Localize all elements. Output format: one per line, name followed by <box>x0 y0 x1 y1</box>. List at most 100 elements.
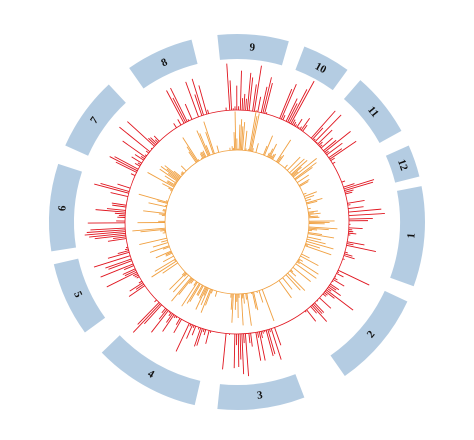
inner-track-bar-33 <box>285 274 301 291</box>
outer-track-bar-198 <box>310 110 336 139</box>
inner-track-bar-174 <box>290 160 308 175</box>
inner-track-bar-113 <box>174 182 176 185</box>
outer-track-bar-210 <box>326 142 343 156</box>
outer-track-bar-145 <box>127 121 155 147</box>
inner-track-bar-42 <box>246 293 252 326</box>
outer-track-bar-41 <box>306 309 317 322</box>
outer-track-bar-49 <box>262 330 264 334</box>
inner-track-bar-73 <box>183 273 188 277</box>
chromosome-label-7: 7 <box>88 114 101 126</box>
inner-track-bar-187 <box>306 198 323 204</box>
inner-track-bar-151 <box>242 122 246 151</box>
outer-track-bar-21 <box>337 271 340 273</box>
chromosome-segment-4 <box>101 335 201 406</box>
outer-track-bar-195 <box>299 126 302 130</box>
inner-track-bar-123 <box>181 172 184 175</box>
inner-track-bar-80 <box>163 255 174 263</box>
inner-track-bar-126 <box>188 151 197 163</box>
inner-track-bar-168 <box>276 139 292 162</box>
outer-track-bar-135 <box>134 162 141 167</box>
outer-track-bar-79 <box>175 316 178 319</box>
outer-track-bar-87 <box>161 308 166 314</box>
inner-track-bar-70 <box>178 277 193 295</box>
outer-track-bar-32 <box>324 290 335 299</box>
outer-track-bar-58 <box>241 333 245 375</box>
outer-track-bar-105 <box>105 258 132 269</box>
outer-track-bar-45 <box>269 329 271 333</box>
inner-track-bar-14 <box>308 232 323 235</box>
inner-track-bar-0 <box>307 207 311 210</box>
outer-track-bar-127 <box>110 192 129 198</box>
inner-track-bar-65 <box>186 283 200 304</box>
outer-track-bar-27 <box>330 283 340 291</box>
inner-track-bar-163 <box>268 148 274 158</box>
inner-track-bar-186 <box>305 198 312 202</box>
outer-track-bar-31 <box>325 289 354 311</box>
outer-track-bar-153 <box>172 97 187 123</box>
inner-track-bar-130 <box>200 157 203 160</box>
outer-track-bar-199 <box>312 127 324 140</box>
inner-track-bar-51 <box>231 293 234 323</box>
chromosome-label-1: 1 <box>405 233 417 239</box>
inner-track-bar-20 <box>305 244 308 246</box>
inner-track-bar-74 <box>169 272 187 290</box>
outer-track-bar-114 <box>89 232 126 238</box>
outer-track-bar-137 <box>131 156 142 164</box>
inner-track-bar-110 <box>147 172 175 188</box>
inner-track-bar-165 <box>270 155 273 159</box>
outer-track-bar-59 <box>239 333 242 360</box>
outer-track-bar-180 <box>262 77 272 114</box>
inner-track-bar-107 <box>170 189 173 192</box>
inner-track-bar-88 <box>139 237 167 245</box>
outer-track-bar-216 <box>343 183 355 188</box>
outer-track-bar-15 <box>346 244 376 252</box>
inner-track-bar-145 <box>234 111 237 151</box>
outer-track-bar-217 <box>343 179 375 190</box>
outer-track-bar-156 <box>184 103 193 120</box>
outer-track-bar-194 <box>297 126 300 129</box>
inner-track-bar-119 <box>166 168 180 179</box>
inner-track-bar-164 <box>269 143 277 158</box>
inner-track-bar-124 <box>181 171 185 174</box>
outer-track-bar-204 <box>318 141 323 146</box>
inner-track-bar-152 <box>244 130 248 151</box>
outer-track-bar-130 <box>117 183 131 189</box>
inner-track-bar-127 <box>186 146 198 163</box>
inner-track-bar-62 <box>197 285 204 297</box>
outer-track-bar-39 <box>311 304 328 322</box>
inner-track-bar-91 <box>160 229 166 232</box>
inner-track-bar-109 <box>162 183 174 190</box>
outer-track-bar-54 <box>250 333 253 347</box>
inner-track-bar-175 <box>291 166 302 176</box>
outer-track-bar-209 <box>325 150 329 154</box>
outer-track-bar-28 <box>329 285 337 291</box>
chromosome-segment-3 <box>217 374 305 410</box>
inner-track-bar-54 <box>214 291 218 297</box>
inner-track-bar-179 <box>295 167 313 181</box>
chromosome-segment-5 <box>53 258 106 333</box>
outer-track-bar-191 <box>293 121 297 126</box>
inner-track-bar-171 <box>284 164 288 169</box>
inner-track-bar-184 <box>304 191 317 197</box>
chromosome-segment-12 <box>385 145 420 183</box>
inner-track-bar-162 <box>267 152 270 157</box>
inner-track-bar-116 <box>159 168 178 182</box>
outer-track-bar-96 <box>136 276 140 279</box>
inner-track-bar-1 <box>308 210 318 213</box>
inner-track-bar-21 <box>304 245 332 256</box>
outer-track-bar-184 <box>280 83 297 120</box>
outer-track-bar-106 <box>93 255 131 268</box>
inner-track-bar-111 <box>166 181 175 187</box>
outer-track-bar-94 <box>129 282 144 292</box>
inner-track-bar-59 <box>203 287 208 296</box>
outer-track-bar-29 <box>328 286 341 297</box>
inner-track-bar-28 <box>295 263 317 279</box>
inner-track-bar-93 <box>132 227 166 232</box>
outer-track-bar-67 <box>203 329 207 336</box>
outer-track-bar-16 <box>344 251 348 254</box>
outer-track-bar-187 <box>287 103 298 123</box>
outer-track-bar-104 <box>108 260 133 270</box>
inner-track-bar-112 <box>167 180 176 186</box>
outer-track-bar-51 <box>258 331 266 361</box>
